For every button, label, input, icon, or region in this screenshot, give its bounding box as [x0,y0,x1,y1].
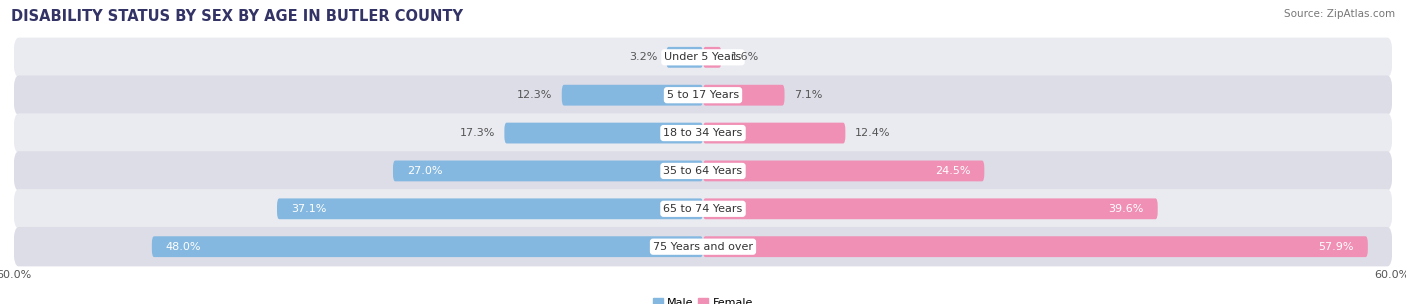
Text: Source: ZipAtlas.com: Source: ZipAtlas.com [1284,9,1395,19]
Legend: Male, Female: Male, Female [648,294,758,304]
Text: 35 to 64 Years: 35 to 64 Years [664,166,742,176]
FancyBboxPatch shape [14,113,1392,153]
Text: 5 to 17 Years: 5 to 17 Years [666,90,740,100]
FancyBboxPatch shape [14,75,1392,115]
FancyBboxPatch shape [703,47,721,68]
Text: Under 5 Years: Under 5 Years [665,52,741,62]
FancyBboxPatch shape [703,236,1368,257]
FancyBboxPatch shape [703,85,785,105]
Text: 37.1%: 37.1% [291,204,326,214]
Text: 48.0%: 48.0% [166,242,201,252]
Text: 3.2%: 3.2% [628,52,657,62]
Text: 24.5%: 24.5% [935,166,970,176]
FancyBboxPatch shape [703,161,984,181]
Text: 75 Years and over: 75 Years and over [652,242,754,252]
FancyBboxPatch shape [562,85,703,105]
FancyBboxPatch shape [14,189,1392,229]
Text: 12.3%: 12.3% [517,90,553,100]
Text: 7.1%: 7.1% [794,90,823,100]
FancyBboxPatch shape [505,123,703,143]
FancyBboxPatch shape [152,236,703,257]
FancyBboxPatch shape [666,47,703,68]
Text: 1.6%: 1.6% [731,52,759,62]
Text: 18 to 34 Years: 18 to 34 Years [664,128,742,138]
Text: 12.4%: 12.4% [855,128,890,138]
FancyBboxPatch shape [14,38,1392,77]
Text: 57.9%: 57.9% [1319,242,1354,252]
FancyBboxPatch shape [277,199,703,219]
Text: 17.3%: 17.3% [460,128,495,138]
FancyBboxPatch shape [14,151,1392,191]
Text: 39.6%: 39.6% [1108,204,1144,214]
FancyBboxPatch shape [703,123,845,143]
Text: 27.0%: 27.0% [406,166,443,176]
Text: DISABILITY STATUS BY SEX BY AGE IN BUTLER COUNTY: DISABILITY STATUS BY SEX BY AGE IN BUTLE… [11,9,463,24]
FancyBboxPatch shape [392,161,703,181]
FancyBboxPatch shape [14,227,1392,266]
Text: 65 to 74 Years: 65 to 74 Years [664,204,742,214]
FancyBboxPatch shape [703,199,1157,219]
